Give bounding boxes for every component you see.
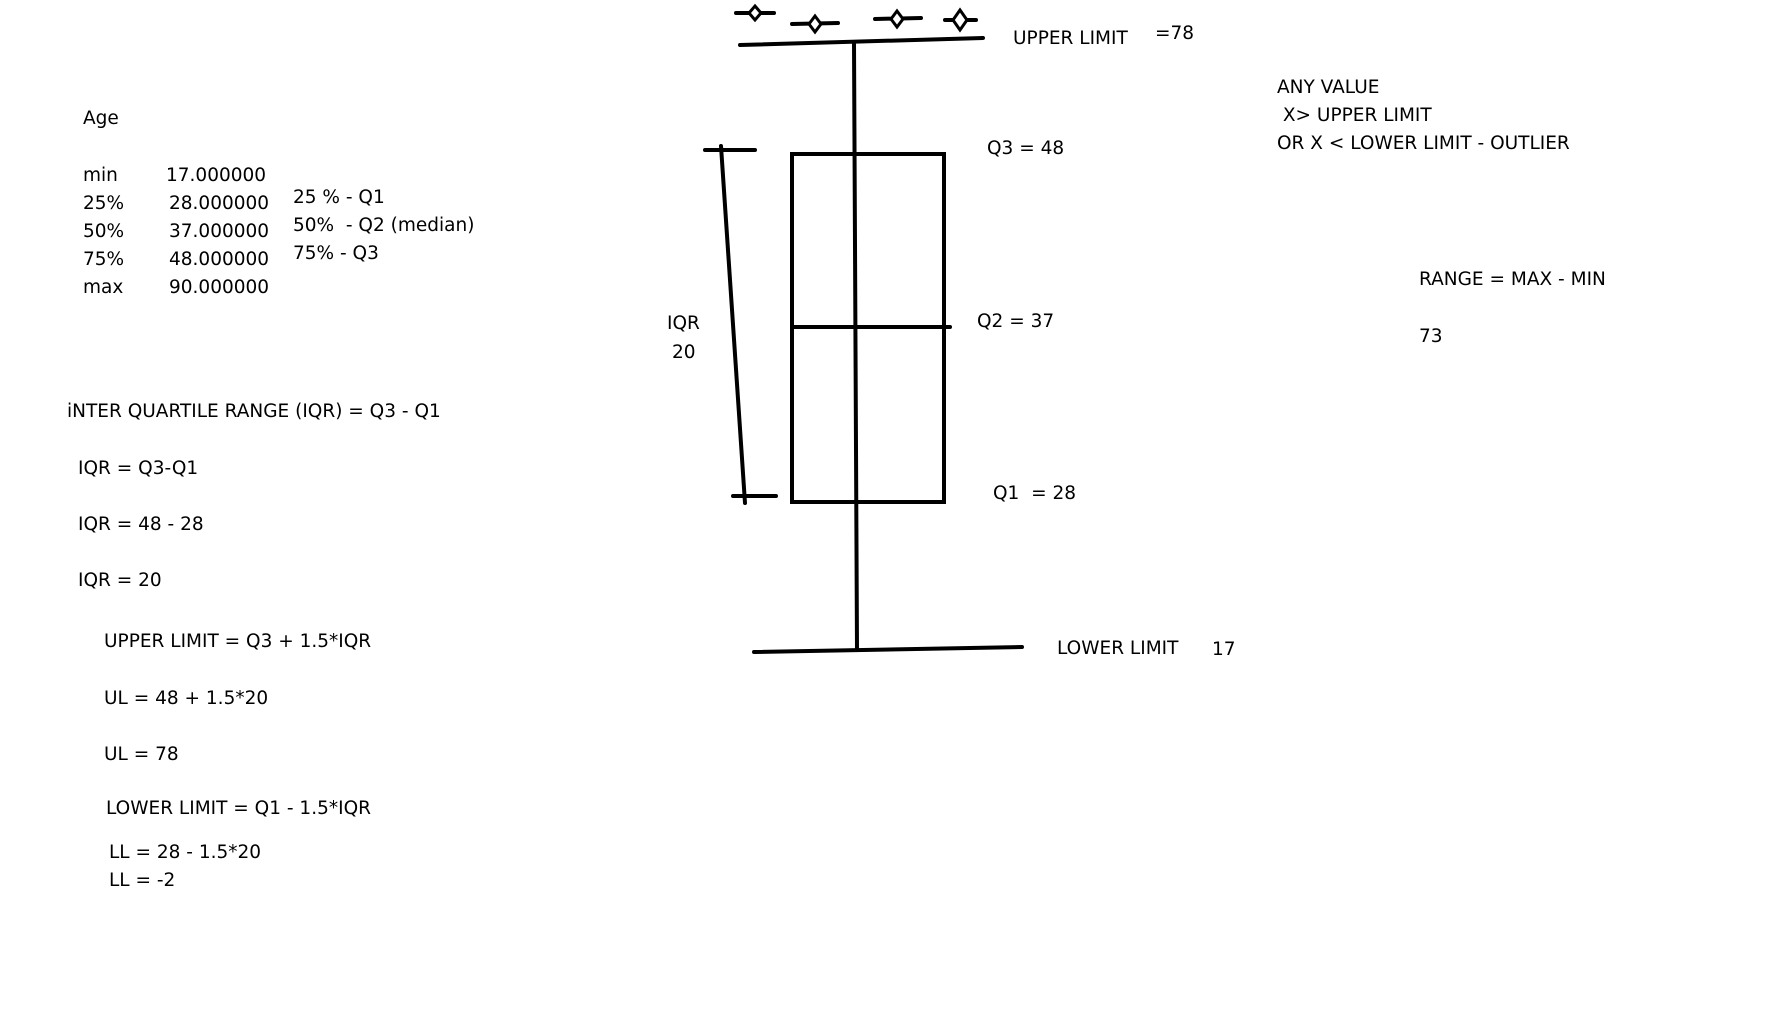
- stats-row-value: 90.000000: [169, 277, 270, 298]
- upper-limit-label: UPPER LIMIT: [1013, 28, 1128, 49]
- upper-limit-step-1: UL = 48 + 1.5*20: [104, 688, 269, 709]
- stats-row-label: max: [83, 277, 124, 298]
- whisker-line: [852, 41, 859, 652]
- q3-label: Q3 = 48: [987, 138, 1065, 159]
- iqr-label: IQR: [667, 313, 700, 334]
- stats-variable-name: Age: [83, 108, 119, 129]
- iqr-step-2: IQR = 48 - 28: [78, 514, 204, 535]
- stats-row-value: 37.000000: [169, 221, 270, 242]
- range-formula: RANGE = MAX - MIN: [1419, 269, 1606, 290]
- stats-row-label: 25%: [83, 193, 125, 214]
- stats-row-note: 75% - Q3: [293, 243, 379, 264]
- iqr-step-3: IQR = 20: [78, 570, 162, 591]
- stats-row-value: 17.000000: [166, 165, 267, 186]
- lower-limit-heading: LOWER LIMIT = Q1 - 1.5*IQR: [106, 798, 371, 819]
- lower-limit-cap: [752, 645, 1024, 654]
- iqr-heading: iNTER QUARTILE RANGE (IQR) = Q3 - Q1: [67, 401, 441, 422]
- range-value: 73: [1419, 326, 1443, 347]
- stats-row-value: 28.000000: [169, 193, 270, 214]
- iqr-bracket: [703, 144, 778, 505]
- stats-row-label: min: [83, 165, 118, 186]
- stats-row-label: 50%: [83, 221, 125, 242]
- outlier-rule-line-3: OR X < LOWER LIMIT - OUTLIER: [1277, 133, 1570, 154]
- outlier-rule-line-1: ANY VALUE: [1277, 77, 1380, 98]
- q2-label: Q2 = 37: [977, 311, 1055, 332]
- outlier-markers: [734, 3, 978, 35]
- upper-limit-value: =78: [1155, 23, 1195, 44]
- stats-row-value: 48.000000: [169, 249, 270, 270]
- lower-limit-step-2: LL = -2: [109, 870, 176, 891]
- stats-row-note: 25 % - Q1: [293, 187, 385, 208]
- outlier-rule-line-2: X> UPPER LIMIT: [1277, 105, 1432, 126]
- upper-limit-step-2: UL = 78: [104, 744, 179, 765]
- lower-limit-step-1: LL = 28 - 1.5*20: [109, 842, 262, 863]
- q1-label: Q1 = 28: [993, 483, 1077, 504]
- stats-row-label: 75%: [83, 249, 125, 270]
- upper-limit-heading: UPPER LIMIT = Q3 + 1.5*IQR: [104, 631, 372, 652]
- iqr-step-1: IQR = Q3-Q1: [78, 458, 199, 479]
- iqr-value: 20: [672, 342, 696, 363]
- lower-limit-label: LOWER LIMIT: [1057, 638, 1179, 659]
- lower-limit-value: 17: [1212, 639, 1236, 660]
- stats-row-note: 50% - Q2 (median): [293, 215, 475, 236]
- upper-limit-cap: [738, 36, 985, 47]
